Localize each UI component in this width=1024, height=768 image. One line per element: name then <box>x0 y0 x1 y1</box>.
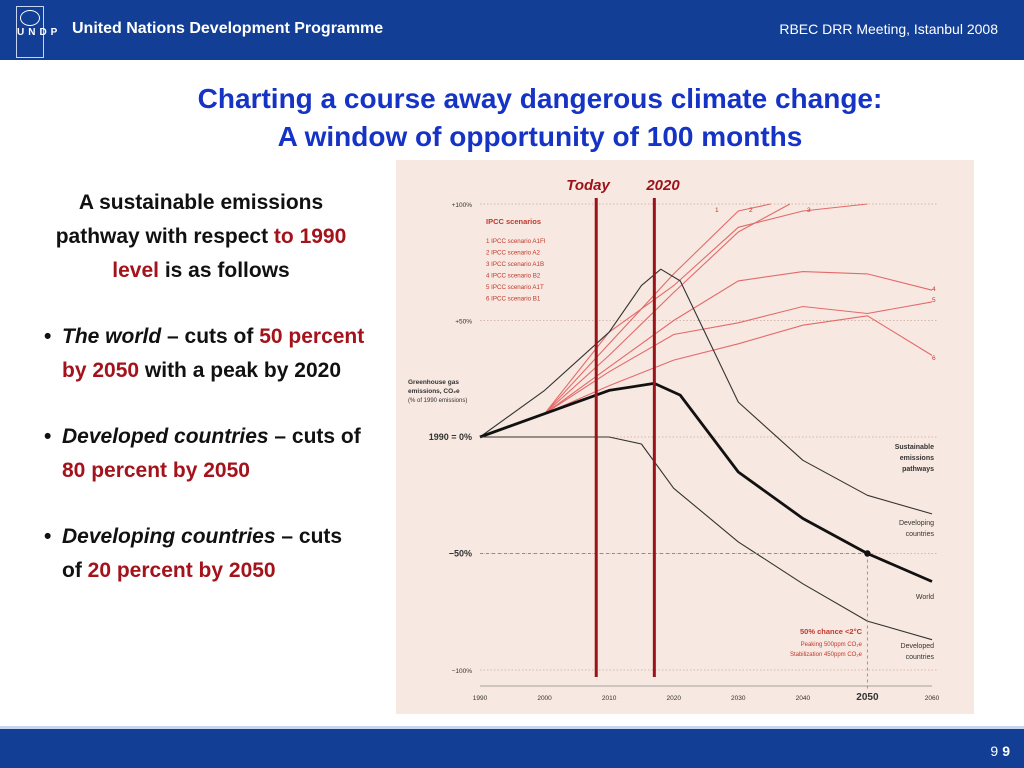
pathway-line <box>479 382 933 583</box>
x-tick-label: 2030 <box>731 695 746 702</box>
ipcc-legend-item: 6 IPCC scenario B1 <box>486 296 541 303</box>
y-axis-label: emissions, CO₂e <box>408 388 460 395</box>
x-tick-label: 2000 <box>537 695 552 702</box>
x-tick-label: 2020 <box>666 695 681 702</box>
title-line-2: A window of opportunity of 100 months <box>277 121 803 152</box>
annotation-line: Stabilization 450ppm CO₂e <box>790 652 863 658</box>
bullet-marker: • <box>44 525 52 548</box>
emissions-chart: +100% +50% 1990 = 0% −50% −100% 1990 2000 2010 2… <box>396 160 974 714</box>
intro-text: A sustainable emissions pathway with res… <box>36 186 366 288</box>
x-tick-label: 2010 <box>602 695 617 702</box>
bullet-developed: • Developed countries – cuts of 80 perce… <box>36 420 366 488</box>
intro-part: A sustainable emissions pathway with res… <box>55 191 324 248</box>
bullet-highlight: 80 percent by 2050 <box>62 459 250 482</box>
ipcc-legend-item: 1 IPCC scenario A1FI <box>486 238 546 245</box>
x-tick-label: 2060 <box>925 695 940 702</box>
ipcc-legend-item: 5 IPCC scenario A1T <box>486 284 544 291</box>
page-number-large: 9 <box>1002 743 1010 759</box>
y-tick-label: 1990 = 0% <box>429 432 472 442</box>
marker-2020-label: 2020 <box>645 177 680 194</box>
annotation-line: Peaking 500ppm CO₂e <box>801 642 863 648</box>
bullet-text: – cuts of <box>161 325 260 348</box>
ipcc-legend-item: 3 IPCC scenario A1B <box>486 261 544 268</box>
slide-title: Charting a course away dangerous climate… <box>60 80 1020 156</box>
emissions-chart-svg: +100% +50% 1990 = 0% −50% −100% 1990 2000 2010 2… <box>408 177 940 703</box>
intro-part: is as follows <box>159 259 290 282</box>
pathways-title: Sustainable <box>895 444 934 451</box>
today-marker-label: Today <box>566 177 610 194</box>
pathway-label: Developed <box>901 643 935 650</box>
un-emblem-icon <box>20 10 40 26</box>
bullet-subject: Developing countries <box>62 525 276 548</box>
bullet-text: with a peak by 2020 <box>139 359 341 382</box>
title-line-1: Charting a course away dangerous climate… <box>197 83 883 114</box>
x-tick-label: 2050 <box>856 692 879 703</box>
pathway-label: countries <box>906 531 935 538</box>
header-bar: UNDP United Nations Development Programm… <box>0 0 1024 60</box>
annotation-title: 50% chance <2°C <box>800 627 863 636</box>
target-point <box>864 550 871 557</box>
y-tick-label: +100% <box>452 202 473 209</box>
ipcc-scenario-line <box>479 271 933 438</box>
bullet-marker: • <box>44 425 52 448</box>
logo-letters: UNDP <box>17 27 62 38</box>
pathway-line <box>480 436 933 641</box>
page-number-small: 9 <box>990 743 999 759</box>
bullet-developing: • Developing countries – cuts of 20 perc… <box>36 520 366 588</box>
ipcc-scenario-line <box>479 301 933 438</box>
ipcc-scenario-number: 3 <box>807 207 811 214</box>
meeting-name: RBEC DRR Meeting, Istanbul 2008 <box>779 21 998 37</box>
intro-highlight: to 1990 level <box>112 225 347 282</box>
bullet-subject: Developed countries <box>62 425 269 448</box>
y-tick-label: −100% <box>452 668 473 675</box>
ipcc-scenario-number: 4 <box>932 286 936 293</box>
bullet-text: – cuts of <box>268 425 361 448</box>
organization-name: United Nations Development Programme <box>72 20 384 37</box>
bullet-marker: • <box>44 325 52 348</box>
pathway-line <box>479 268 933 515</box>
y-tick-label: −50% <box>449 549 472 559</box>
x-tick-label: 1990 <box>473 695 488 702</box>
pathway-label: World <box>916 594 934 601</box>
x-tick-label: 2040 <box>796 695 811 702</box>
ipcc-scenario-number: 5 <box>932 297 936 304</box>
bullet-highlight: 50 percent by 2050 <box>62 325 365 382</box>
bullet-highlight: 20 percent by 2050 <box>87 559 276 582</box>
ipcc-legend-title: IPCC scenarios <box>486 217 541 226</box>
bullet-text: – cuts of <box>62 525 343 582</box>
undp-logo: UNDP <box>16 6 62 58</box>
y-axis-label: Greenhouse gas <box>408 379 459 386</box>
ipcc-scenario-number: 1 <box>715 207 719 214</box>
ipcc-legend-item: 2 IPCC scenario A2 <box>486 250 541 257</box>
ipcc-scenario-number: 6 <box>932 355 936 362</box>
text-panel: A sustainable emissions pathway with res… <box>36 186 366 588</box>
y-axis-label: (% of 1990 emissions) <box>408 398 467 404</box>
y-tick-label: +50% <box>455 319 472 326</box>
pathway-label: countries <box>906 654 935 661</box>
ipcc-scenario-number: 2 <box>749 207 753 214</box>
pathways-title: pathways <box>902 466 934 473</box>
pathways-title: emissions <box>900 455 934 462</box>
bullet-subject: The world <box>62 325 162 348</box>
pathway-label: Developing <box>899 520 934 527</box>
ipcc-legend-item: 4 IPCC scenario B2 <box>486 273 541 280</box>
bullet-world: • The world – cuts of 50 percent by 2050… <box>36 320 366 388</box>
